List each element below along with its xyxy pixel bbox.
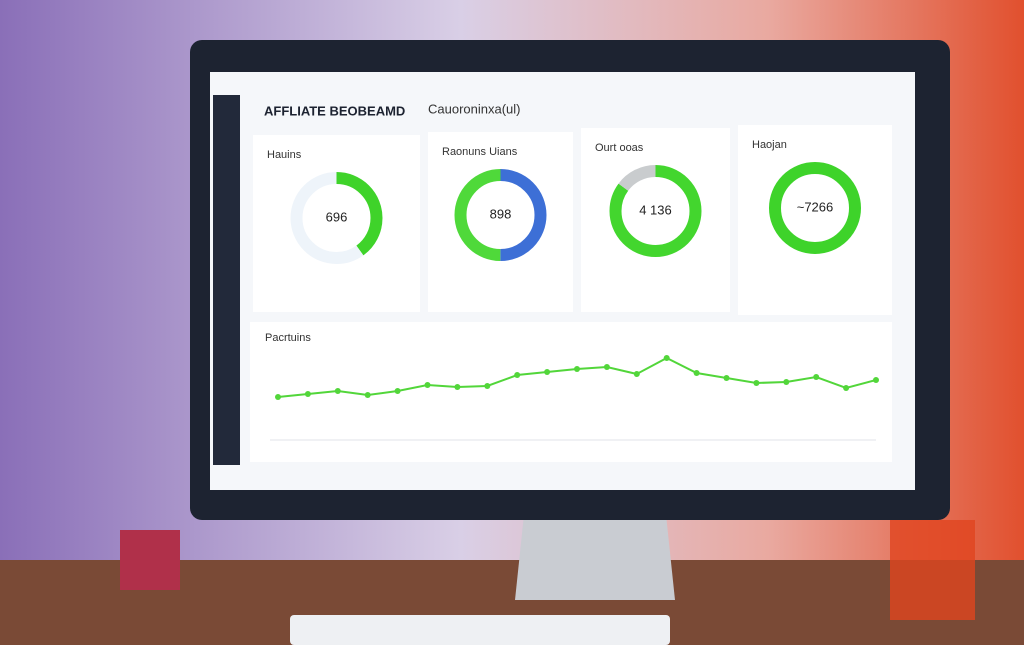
- donut-center: 898: [490, 206, 512, 221]
- card: [253, 135, 420, 312]
- point: [484, 383, 491, 389]
- plant-pot: [120, 530, 180, 590]
- point: [693, 370, 700, 376]
- card: [738, 125, 892, 315]
- card-title: Hauins: [267, 149, 302, 161]
- point: [873, 377, 879, 383]
- card-title: Haojan: [752, 139, 787, 151]
- point: [663, 355, 670, 361]
- donut-segment: [290, 172, 383, 264]
- donut-center: 4 136: [639, 202, 672, 217]
- donut-segment: [609, 165, 702, 257]
- title: AFFLIATE BEOBEAMD: [264, 103, 405, 118]
- donut-center: 696: [326, 209, 348, 224]
- donut-segment: [454, 169, 547, 261]
- point: [843, 385, 850, 391]
- chart: [270, 355, 879, 441]
- point: [364, 392, 371, 398]
- card: [581, 128, 730, 312]
- chart-title: Pacrtuins: [265, 332, 311, 344]
- point: [454, 384, 461, 390]
- donut-center: ~7266: [797, 199, 834, 214]
- point: [304, 391, 311, 397]
- point: [723, 375, 730, 381]
- donut-segment: [769, 162, 861, 254]
- point: [514, 372, 521, 378]
- point: [783, 379, 790, 385]
- point: [813, 374, 820, 380]
- sidebar: [213, 95, 240, 465]
- subtitle: Cauoroninxa(ul): [428, 101, 521, 116]
- card-title: Raonuns Uians: [442, 146, 518, 158]
- point: [633, 371, 640, 377]
- point: [275, 394, 281, 400]
- card-title: Ourt ooas: [595, 142, 644, 154]
- chart-card: [250, 322, 892, 462]
- cards: Hauins 696 Raonuns Uians 898 Ourt ooas 4 136 H…: [253, 125, 892, 315]
- card: [428, 132, 573, 312]
- keyboard: [290, 615, 670, 645]
- point: [603, 364, 610, 370]
- point: [574, 366, 580, 372]
- cup: [890, 520, 975, 620]
- point: [334, 388, 341, 394]
- point: [424, 382, 431, 388]
- monitor-stand: [515, 505, 675, 600]
- point: [544, 369, 551, 375]
- point: [753, 380, 760, 386]
- point: [394, 388, 401, 394]
